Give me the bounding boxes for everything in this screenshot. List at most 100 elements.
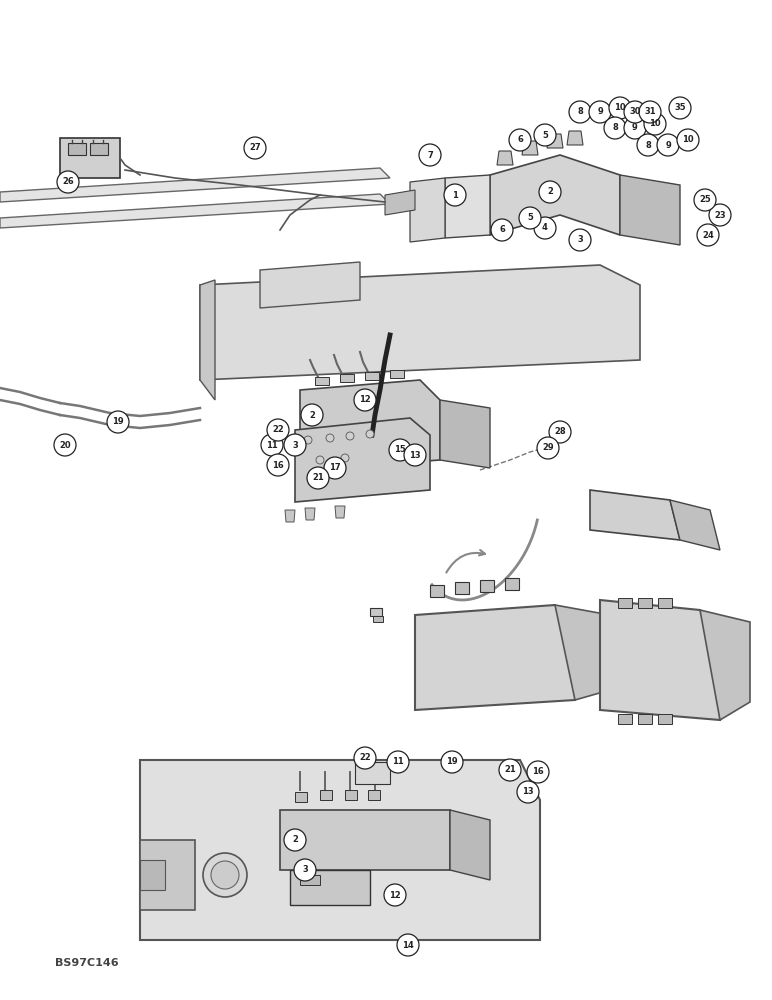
Circle shape [284, 829, 306, 851]
Polygon shape [440, 400, 490, 468]
Text: 12: 12 [359, 395, 371, 404]
Text: 12: 12 [389, 890, 401, 900]
Bar [658, 714, 672, 724]
Text: 2: 2 [292, 836, 298, 844]
Circle shape [609, 97, 631, 119]
Circle shape [341, 454, 349, 462]
Bar [618, 714, 632, 724]
Text: 27: 27 [249, 143, 261, 152]
Text: 14: 14 [402, 940, 414, 950]
Text: 9: 9 [597, 107, 603, 116]
Text: 20: 20 [59, 440, 71, 450]
Polygon shape [450, 810, 490, 880]
Text: 10: 10 [682, 135, 694, 144]
Polygon shape [305, 508, 315, 520]
Circle shape [203, 853, 247, 897]
Circle shape [419, 144, 441, 166]
Polygon shape [670, 500, 720, 550]
Circle shape [549, 421, 571, 443]
Text: 17: 17 [329, 464, 340, 473]
Circle shape [441, 751, 463, 773]
Polygon shape [140, 860, 165, 890]
Circle shape [519, 207, 541, 229]
Circle shape [326, 434, 334, 442]
Circle shape [639, 101, 661, 123]
Polygon shape [200, 265, 640, 380]
Circle shape [346, 432, 354, 440]
Polygon shape [620, 175, 680, 245]
Circle shape [644, 113, 666, 135]
Polygon shape [410, 178, 445, 242]
Bar [68, 143, 86, 155]
Text: 21: 21 [312, 474, 324, 483]
Polygon shape [200, 280, 215, 400]
Circle shape [491, 219, 513, 241]
Circle shape [709, 204, 731, 226]
Circle shape [589, 101, 611, 123]
Text: 11: 11 [266, 440, 278, 450]
Text: 22: 22 [359, 754, 371, 762]
Text: 8: 8 [612, 123, 618, 132]
Text: 8: 8 [645, 140, 651, 149]
Text: 10: 10 [649, 119, 661, 128]
Text: 11: 11 [392, 758, 404, 766]
Text: 21: 21 [504, 766, 516, 774]
Text: 31: 31 [644, 107, 655, 116]
Bar [340, 374, 354, 382]
Text: 19: 19 [446, 758, 458, 766]
Bar [368, 790, 380, 800]
Polygon shape [415, 605, 575, 710]
Text: 26: 26 [62, 178, 74, 186]
Polygon shape [590, 490, 680, 540]
Circle shape [509, 129, 531, 151]
Bar [658, 598, 672, 608]
Text: 13: 13 [409, 450, 421, 460]
Polygon shape [490, 155, 620, 235]
Text: 3: 3 [577, 235, 583, 244]
Text: 5: 5 [527, 214, 533, 223]
Bar [365, 372, 379, 380]
Circle shape [539, 181, 561, 203]
Polygon shape [445, 175, 490, 238]
Text: 13: 13 [522, 788, 533, 796]
Polygon shape [140, 840, 195, 910]
Circle shape [697, 224, 719, 246]
Text: 6: 6 [499, 226, 505, 234]
Circle shape [517, 781, 539, 803]
Circle shape [107, 411, 129, 433]
Bar [505, 578, 519, 590]
Bar [430, 585, 444, 597]
Circle shape [537, 437, 559, 459]
Text: 22: 22 [272, 426, 284, 434]
Circle shape [384, 884, 406, 906]
Polygon shape [0, 168, 390, 202]
Circle shape [354, 389, 376, 411]
Polygon shape [295, 418, 430, 502]
Bar [638, 714, 652, 724]
Circle shape [527, 761, 549, 783]
Text: 24: 24 [702, 231, 714, 239]
Circle shape [404, 444, 426, 466]
Text: 30: 30 [629, 107, 641, 116]
Circle shape [301, 404, 323, 426]
Circle shape [569, 229, 591, 251]
Circle shape [397, 934, 419, 956]
Text: 5: 5 [542, 130, 548, 139]
Text: BS97C146: BS97C146 [55, 958, 119, 968]
Text: 7: 7 [427, 150, 433, 159]
Circle shape [669, 97, 691, 119]
Polygon shape [260, 262, 360, 308]
Circle shape [387, 751, 409, 773]
Bar [638, 598, 652, 608]
Text: 8: 8 [577, 107, 583, 116]
Text: 28: 28 [554, 428, 566, 436]
Bar [618, 598, 632, 608]
Circle shape [261, 434, 283, 456]
Circle shape [677, 129, 699, 151]
Circle shape [637, 134, 659, 156]
Circle shape [389, 439, 411, 461]
Polygon shape [600, 600, 720, 720]
Text: 23: 23 [714, 211, 726, 220]
Circle shape [324, 457, 346, 479]
Text: 35: 35 [674, 104, 686, 112]
